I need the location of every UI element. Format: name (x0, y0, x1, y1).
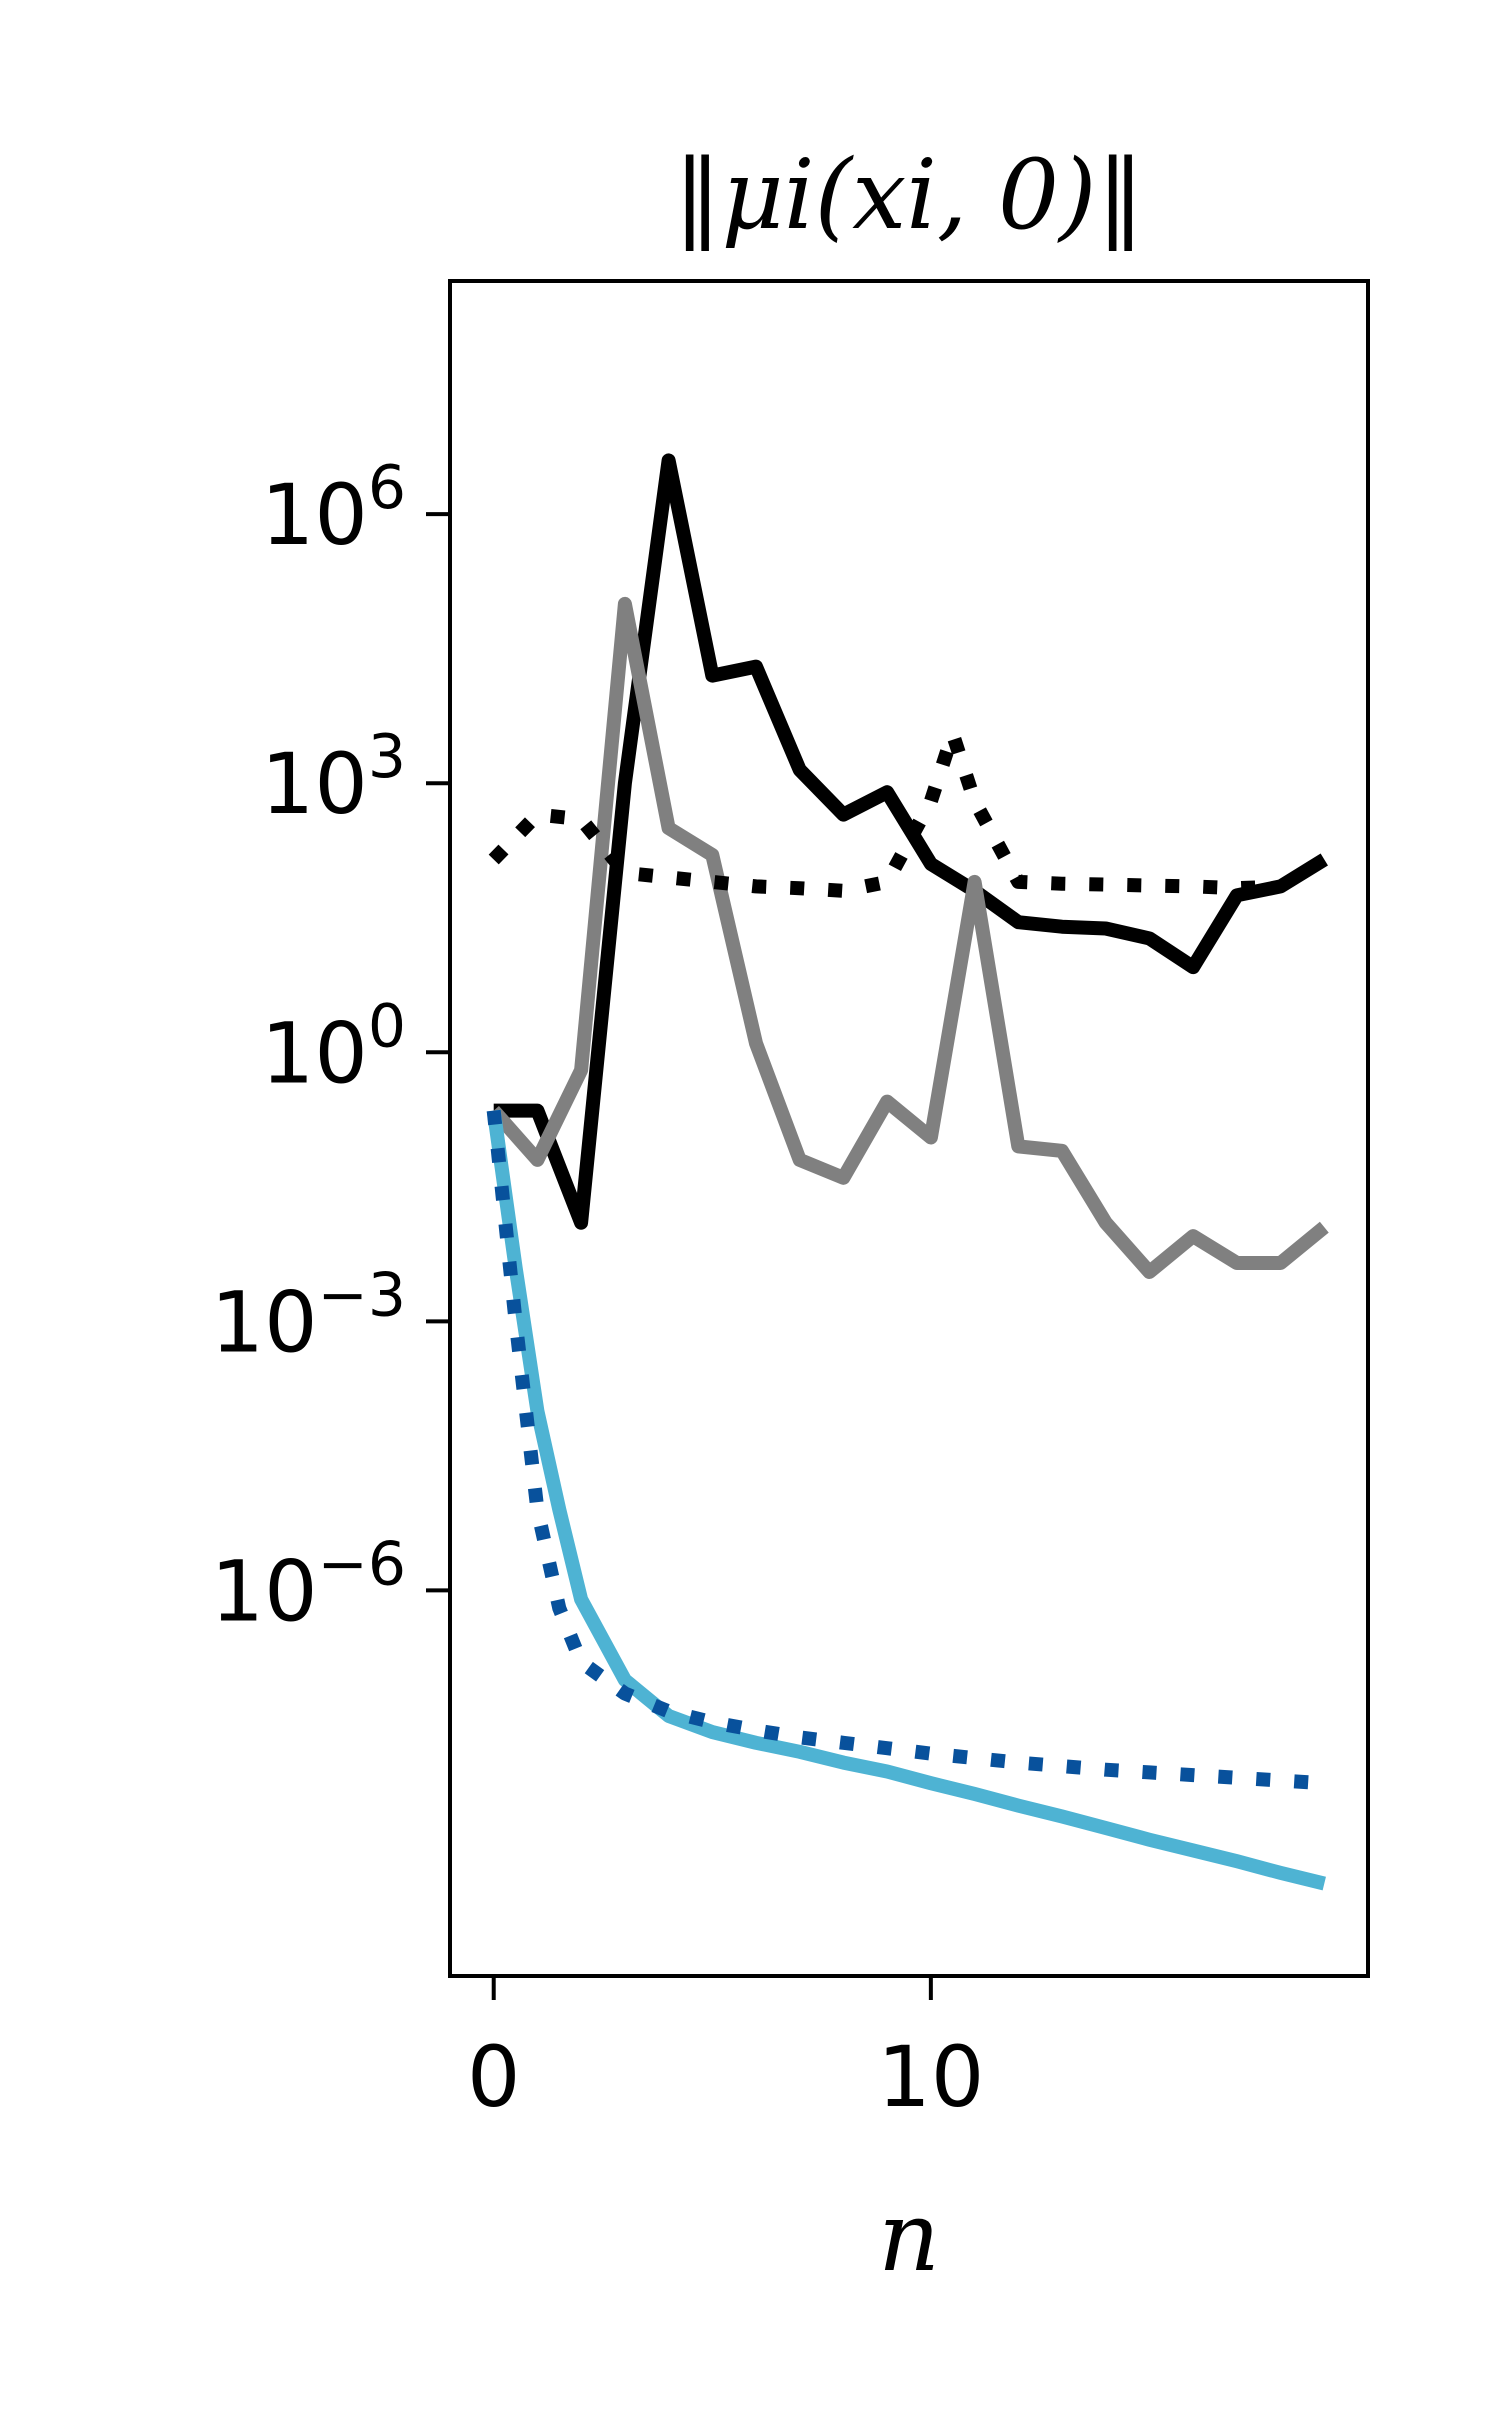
series-line-4 (486, 1109, 1326, 1891)
chart-title: ‖μi(xi, 0)‖ (674, 139, 1145, 251)
y-tick-label: 10−3 (211, 1260, 406, 1371)
tick-layer: 0 10 106 103 100 10−3 10−6 (211, 453, 985, 2126)
y-tick-label: 106 (261, 453, 406, 564)
x-tick-label: 10 (877, 2028, 984, 2126)
y-tick-label: 100 (261, 991, 406, 1102)
y-tick-label: 103 (261, 722, 406, 833)
series-layer (486, 453, 1329, 1891)
x-axis-label: n (878, 2181, 940, 2293)
series-line-1 (493, 453, 1328, 1230)
series-line-2 (488, 596, 1329, 1279)
y-tick-label: 10−6 (211, 1529, 406, 1640)
x-tick-label: 0 (467, 2028, 520, 2126)
plot-frame (448, 279, 1370, 1978)
